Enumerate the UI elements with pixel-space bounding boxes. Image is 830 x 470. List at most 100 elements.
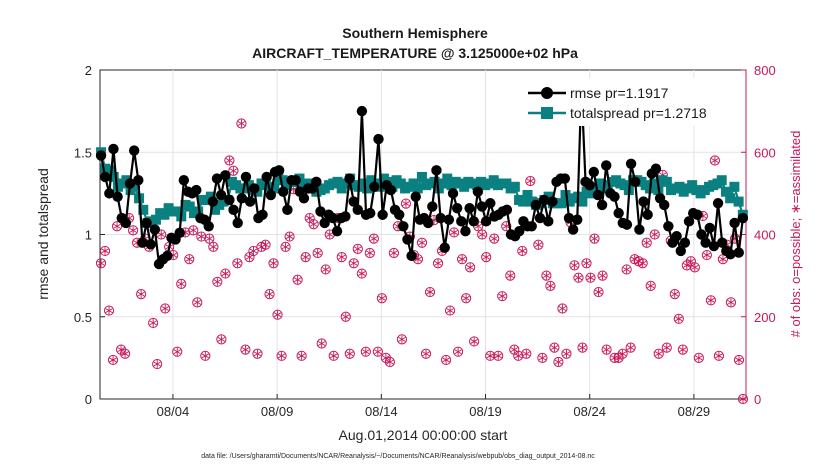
rmse-point xyxy=(514,226,525,237)
obs-assimilated-star xyxy=(450,230,458,235)
totalspread-point xyxy=(416,171,427,182)
obs-assimilated-star xyxy=(518,248,526,254)
y-axis-right-label: # of obs: o=possible; ∗=assimilated xyxy=(788,131,803,338)
obs-assimilated-star xyxy=(655,351,663,357)
obs-marker xyxy=(312,247,323,259)
obs-assimilated-star xyxy=(241,347,250,353)
obs-possible-circle xyxy=(224,155,235,166)
obs-possible-circle xyxy=(296,350,307,361)
obs-marker xyxy=(485,350,496,361)
rmse-point xyxy=(207,196,219,207)
obs-marker xyxy=(493,350,504,361)
obs-marker xyxy=(549,342,560,353)
obs-possible-circle xyxy=(621,264,632,275)
obs-marker xyxy=(541,270,552,281)
obs-marker xyxy=(645,280,656,292)
totalspread-point xyxy=(332,176,343,187)
obs-possible-circle xyxy=(577,342,588,353)
obs-possible-circle xyxy=(485,350,496,361)
obs-marker xyxy=(561,348,572,359)
obs-marker xyxy=(276,350,287,361)
obs-marker xyxy=(156,229,167,240)
obs-possible-circle xyxy=(673,313,684,324)
obs-marker xyxy=(669,289,680,300)
rmse-point xyxy=(567,224,579,235)
obs-assimilated-star xyxy=(687,258,695,264)
obs-assimilated-star xyxy=(498,293,506,299)
obs-possible-circle xyxy=(240,344,251,355)
y-tick-label: 0.5 xyxy=(74,310,92,325)
y-right-tick-label: 800 xyxy=(754,63,776,78)
obs-marker xyxy=(517,245,528,257)
rmse-point xyxy=(211,173,223,184)
rmse-point xyxy=(133,175,144,186)
obs-possible-circle xyxy=(236,118,247,129)
rmse-point xyxy=(273,165,285,176)
obs-assimilated-star xyxy=(622,267,631,272)
rmse-point xyxy=(240,171,252,183)
obs-marker xyxy=(525,175,536,187)
obs-marker xyxy=(160,303,171,314)
obs-assimilated-star xyxy=(739,396,747,402)
obs-assimilated-star xyxy=(338,254,346,260)
obs-marker xyxy=(597,270,608,281)
obs-marker xyxy=(328,350,339,361)
obs-assimilated-star xyxy=(101,248,109,254)
obs-marker xyxy=(653,348,664,359)
rmse-point xyxy=(112,191,123,202)
rmse-point xyxy=(257,209,268,220)
obs-possible-circle xyxy=(733,354,745,366)
rmse-point xyxy=(472,186,484,197)
rmse-point xyxy=(99,171,111,183)
obs-marker xyxy=(268,258,279,269)
obs-marker xyxy=(336,252,347,263)
obs-possible-circle xyxy=(336,252,347,263)
obs-possible-circle xyxy=(320,264,331,275)
obs-marker xyxy=(725,297,737,308)
rmse-point xyxy=(178,175,190,186)
rmse-point xyxy=(480,216,492,227)
rmse-point xyxy=(675,245,686,257)
obs-marker xyxy=(300,252,311,263)
obs-marker xyxy=(573,272,584,283)
rmse-point xyxy=(220,170,231,181)
obs-marker xyxy=(128,225,139,236)
obs-marker xyxy=(416,237,428,248)
obs-marker xyxy=(308,219,319,230)
totalspread-point xyxy=(184,201,195,212)
totalspread-point xyxy=(509,181,520,192)
rmse-point xyxy=(572,214,583,225)
obs-possible-circle xyxy=(641,237,652,248)
obs-assimilated-star xyxy=(277,353,286,359)
obs-assimilated-star xyxy=(249,248,258,254)
rmse-point xyxy=(427,201,438,212)
obs-assimilated-star xyxy=(121,351,129,357)
obs-marker xyxy=(284,231,295,242)
obs-possible-circle xyxy=(501,221,512,232)
obs-possible-circle xyxy=(689,262,700,273)
obs-assimilated-star xyxy=(185,256,193,262)
obs-assimilated-star xyxy=(691,265,699,270)
rmse-point xyxy=(398,221,409,232)
x-tick-label: 08/09 xyxy=(261,404,294,419)
obs-assimilated-star xyxy=(378,295,386,301)
rmse-point xyxy=(298,193,310,204)
obs-assimilated-star xyxy=(213,279,222,285)
obs-assimilated-star xyxy=(354,246,362,252)
obs-possible-circle xyxy=(557,303,568,314)
obs-assimilated-star xyxy=(245,254,254,260)
obs-assimilated-star xyxy=(285,234,294,239)
rmse-point xyxy=(601,160,612,171)
obs-assimilated-star xyxy=(458,256,466,262)
obs-possible-circle xyxy=(432,258,444,269)
obs-possible-circle xyxy=(469,336,480,347)
obs-marker xyxy=(204,233,215,244)
totalspread-point xyxy=(104,165,115,176)
obs-marker xyxy=(673,313,684,324)
obs-marker xyxy=(400,198,412,209)
totalspread-point xyxy=(269,183,280,194)
obs-assimilated-star xyxy=(350,260,358,266)
obs-possible-circle xyxy=(184,254,195,265)
rmse-point xyxy=(435,212,446,224)
y-tick-label: 1 xyxy=(85,228,92,243)
